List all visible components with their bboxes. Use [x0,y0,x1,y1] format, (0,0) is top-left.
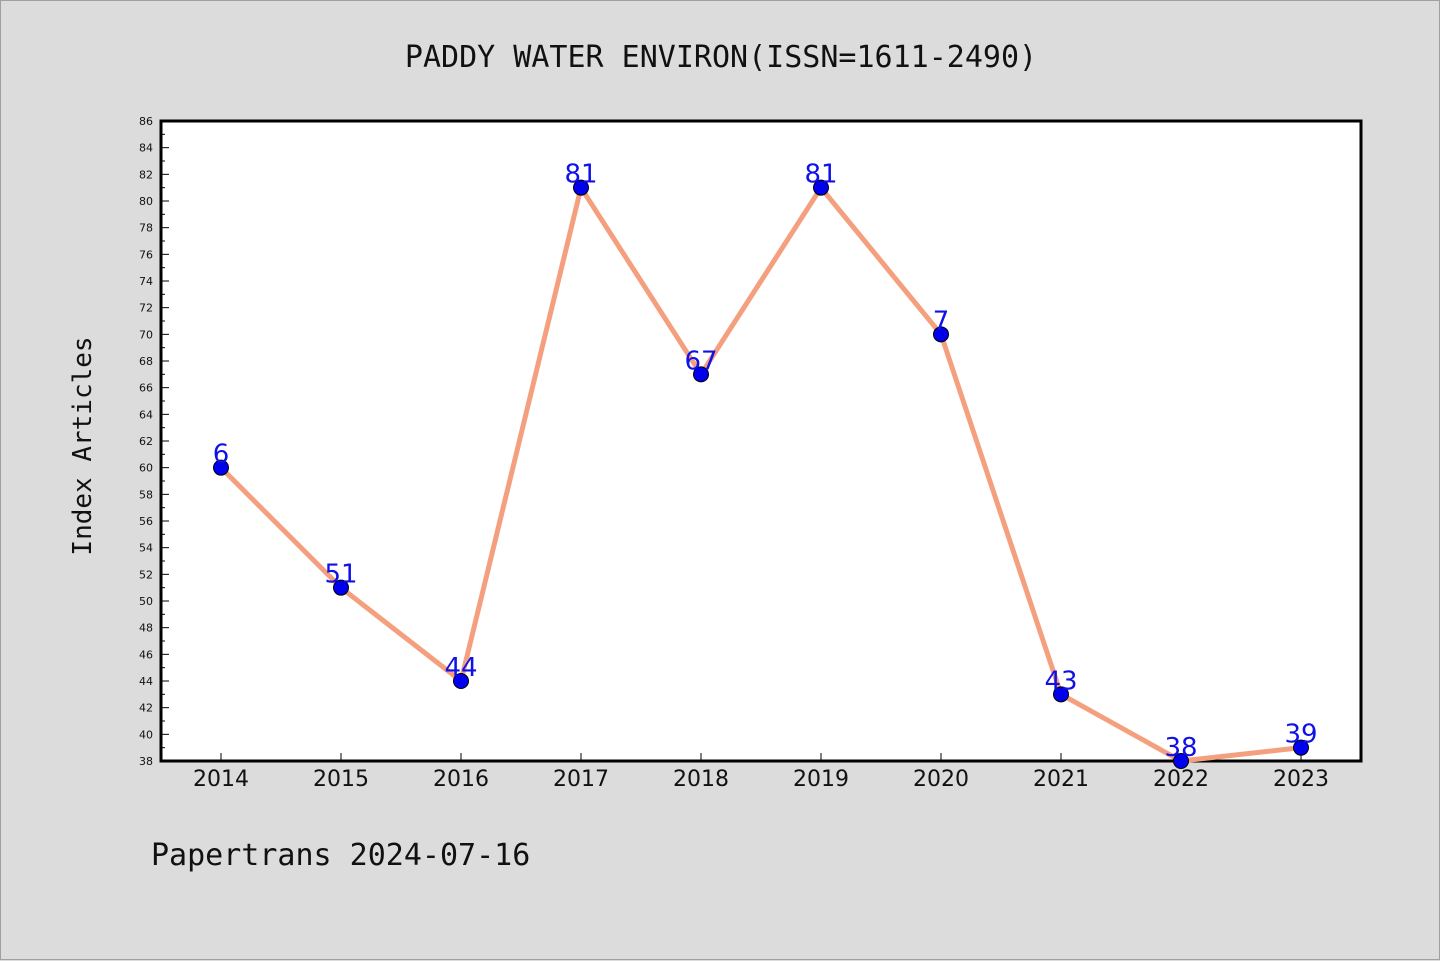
y-tick-label: 58 [139,488,153,501]
y-tick-label: 50 [139,595,153,608]
y-tick-label: 42 [139,702,153,715]
x-tick-label: 2020 [913,767,969,792]
data-point [1173,753,1189,769]
y-tick-label: 62 [139,435,153,448]
y-tick-label: 80 [139,195,153,208]
data-label: 7 [933,306,950,336]
y-tick-label: 78 [139,222,153,235]
y-tick-label: 56 [139,515,153,528]
data-label: 6 [213,440,230,470]
series-index-articles: 6 51 44 81 67 81 7 43 38 39 [213,160,1318,769]
data-point [813,179,829,196]
y-tick-label: 44 [139,675,153,688]
x-tick-label: 2017 [553,767,609,792]
chart-title: PADDY WATER ENVIRON(ISSN=1611-2490) [405,40,1037,75]
data-label: 81 [804,160,837,190]
data-point [1293,739,1309,756]
y-tick-label: 54 [139,542,153,555]
y-tick-label: 84 [139,142,153,155]
x-tick-label: 2019 [793,767,849,792]
y-tick-label: 66 [139,382,153,395]
data-label: 81 [564,160,597,190]
y-tick-label: 74 [139,275,153,288]
y-axis-label: Index Articles [68,336,98,555]
y-tick-label: 86 [139,115,153,128]
data-label: 67 [684,346,717,376]
data-point [1053,686,1069,703]
data-label: 38 [1164,733,1197,763]
y-tick-label: 46 [139,648,153,661]
data-point [333,579,349,596]
y-tick-label: 52 [139,568,153,581]
data-point [693,366,709,383]
y-tick-label: 60 [139,462,153,475]
x-tick-label: 2021 [1033,767,1089,792]
y-tick-label: 70 [139,328,153,341]
y-tick-label: 40 [139,728,153,741]
footer-credit: Papertrans 2024-07-16 [151,838,530,873]
x-axis: 2014 2015 2016 2017 2018 2019 2020 2021 2022 2023 [193,753,1329,792]
y-tick-label: 38 [139,755,153,768]
y-tick-label: 72 [139,302,153,315]
x-tick-label: 2014 [193,767,249,792]
x-tick-label: 2022 [1153,767,1209,792]
data-label: 44 [444,653,477,683]
data-point [573,179,589,196]
data-point [453,673,469,689]
data-point [933,326,949,343]
y-axis: 38 40 42 44 46 48 50 52 54 56 58 60 62 64 66 68 70 72 74 76… [139,115,169,768]
x-tick-label: 2016 [433,767,489,792]
x-tick-label: 2015 [313,767,369,792]
x-tick-label: 2018 [673,767,729,792]
y-tick-label: 64 [139,408,153,421]
y-tick-label: 68 [139,355,153,368]
y-tick-label: 82 [139,168,153,181]
plot-area [159,119,1363,763]
y-tick-label: 48 [139,622,153,635]
data-point [213,459,229,476]
y-tick-label: 76 [139,248,153,261]
x-tick-label: 2023 [1273,767,1329,792]
series-line [218,185,1304,764]
data-label: 51 [324,560,357,590]
data-label: 43 [1044,666,1077,696]
data-label: 39 [1284,720,1317,750]
